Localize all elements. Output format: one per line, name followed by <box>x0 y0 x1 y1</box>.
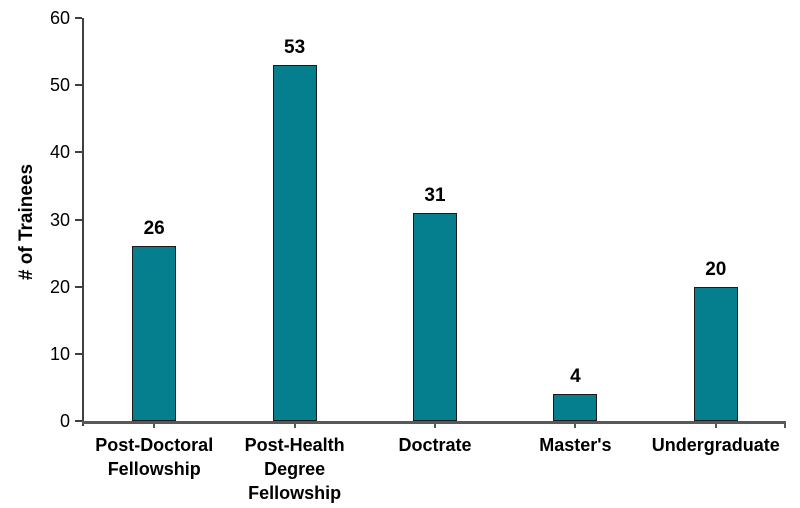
y-axis-tick <box>75 218 82 221</box>
y-axis-line <box>82 18 84 426</box>
y-axis-tick-label: 20 <box>49 276 70 297</box>
y-axis-tick-label: 40 <box>49 142 70 163</box>
x-axis-category-label: Master's <box>539 435 612 455</box>
x-axis-line <box>82 421 786 424</box>
y-axis-tick-label: 10 <box>49 343 70 364</box>
bar <box>553 394 598 421</box>
bar-value-label: 4 <box>570 366 581 388</box>
x-axis-tick <box>153 423 156 428</box>
plot-area: 0 10 20 30 40 50 60 26 Post-Doctoral Fellowship 5… <box>50 8 786 503</box>
y-axis-tick-label: 30 <box>49 209 70 230</box>
bar <box>132 246 177 421</box>
y-axis-tick <box>75 420 82 422</box>
y-axis-tick <box>75 17 82 19</box>
y-axis-tick <box>75 84 82 87</box>
x-axis-tick <box>574 423 577 428</box>
y-axis-tick <box>75 352 82 355</box>
bar-value-label: 20 <box>705 258 727 280</box>
y-axis-tick <box>75 151 82 154</box>
y-axis-tick-label: 50 <box>49 75 70 96</box>
bar-value-label: 31 <box>424 184 446 206</box>
bar <box>693 286 738 421</box>
x-axis-category-label: Undergraduate <box>651 435 780 455</box>
x-axis-tick <box>714 423 717 428</box>
y-axis-tick-label: 60 <box>49 8 70 28</box>
bar-value-label: 26 <box>143 218 165 240</box>
y-axis-tick-label: 0 <box>59 411 70 431</box>
y-axis-tick <box>75 285 82 288</box>
x-axis-category-label: Doctrate <box>398 435 472 455</box>
x-axis-end-tick <box>784 423 786 428</box>
bar <box>413 212 457 421</box>
x-axis-category-label: Post-Health Degree Fellowship <box>244 435 345 503</box>
x-axis-tick <box>434 423 436 428</box>
x-axis-tick <box>293 423 296 428</box>
bar <box>272 65 317 421</box>
bar-value-label: 53 <box>284 37 306 59</box>
x-axis-category-label: Post-Doctoral Fellowship <box>95 435 214 479</box>
